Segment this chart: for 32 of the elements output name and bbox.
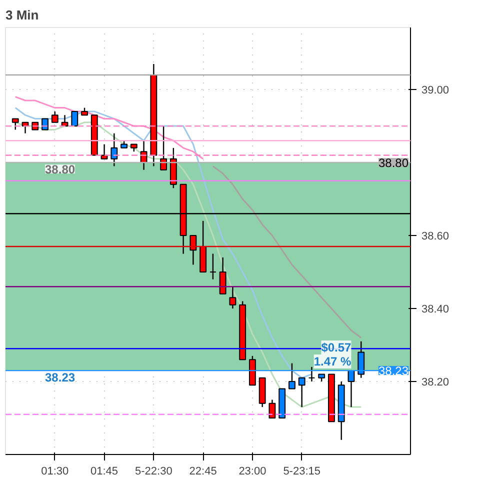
x-tick-label: 01:45 xyxy=(90,466,118,478)
x-tick-label: 22:45 xyxy=(189,466,217,478)
candlestick xyxy=(298,377,306,408)
annotation: 1.47 % xyxy=(314,354,352,369)
annotation: 38.80 xyxy=(45,162,76,177)
candlestick xyxy=(229,286,236,310)
x-tick-label: 5-22:30 xyxy=(135,466,172,478)
candlestick xyxy=(12,118,19,130)
candlestick xyxy=(51,110,58,123)
annotation: $0.57 xyxy=(321,340,352,355)
candlestick xyxy=(160,125,168,170)
candlestick xyxy=(308,366,316,382)
chart-title: 3 Min xyxy=(6,8,39,22)
candlestick xyxy=(190,234,197,266)
candlestick xyxy=(358,340,365,378)
y-tick-label: 38.60 xyxy=(422,230,450,243)
x-tick-label: 23:00 xyxy=(238,466,266,478)
candlestick xyxy=(110,132,118,167)
ref-line-label: 38.23 xyxy=(378,364,409,378)
candlestick xyxy=(268,399,276,419)
candlestick xyxy=(209,253,216,280)
line-series xyxy=(212,165,362,338)
annotation: 38.23 xyxy=(45,370,76,385)
x-tick-label: 5-23:15 xyxy=(283,466,320,478)
candlestick xyxy=(219,256,226,295)
y-tick-label: 39.00 xyxy=(422,84,450,97)
ref-line-label: 38.80 xyxy=(378,156,409,170)
y-tick-label: 38.20 xyxy=(422,376,450,389)
x-tick-label: 01:30 xyxy=(41,466,69,478)
candlestick xyxy=(288,362,296,390)
candlestick xyxy=(71,110,78,127)
y-tick-label: 38.40 xyxy=(422,304,450,316)
